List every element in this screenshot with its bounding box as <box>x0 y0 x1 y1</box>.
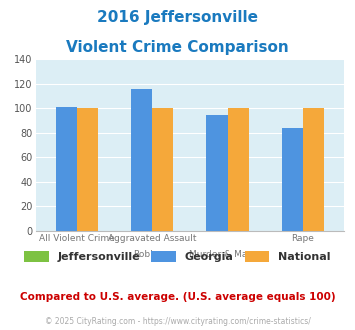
Text: Violent Crime Comparison: Violent Crime Comparison <box>66 40 289 54</box>
Bar <box>303 109 324 231</box>
Bar <box>131 89 152 231</box>
Text: Murder & Mans...: Murder & Mans... <box>189 250 266 259</box>
Bar <box>282 128 303 231</box>
Text: 2016 Jeffersonville: 2016 Jeffersonville <box>97 10 258 25</box>
Bar <box>207 115 228 231</box>
Text: Compared to U.S. average. (U.S. average equals 100): Compared to U.S. average. (U.S. average … <box>20 292 335 302</box>
Text: Robbery: Robbery <box>133 250 171 259</box>
Legend: Jeffersonville, Georgia, National: Jeffersonville, Georgia, National <box>20 247 335 267</box>
Bar <box>228 109 249 231</box>
Text: © 2025 CityRating.com - https://www.cityrating.com/crime-statistics/: © 2025 CityRating.com - https://www.city… <box>45 317 310 326</box>
Bar <box>152 109 173 231</box>
Bar <box>56 107 77 231</box>
Bar <box>77 109 98 231</box>
